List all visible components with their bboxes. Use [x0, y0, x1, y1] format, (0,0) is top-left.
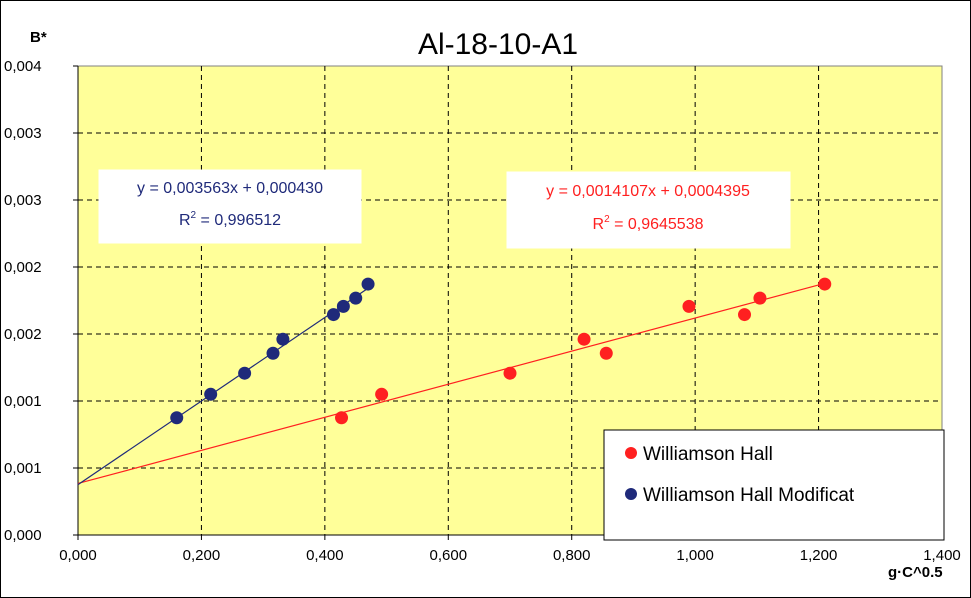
- data-point-series-0: [600, 347, 613, 360]
- r-squared-value: = 0,9645538: [610, 216, 704, 233]
- x-tick-label: 1,400: [923, 547, 961, 564]
- y-tick-label: 0,002: [4, 326, 42, 343]
- data-point-series-1: [267, 347, 280, 360]
- data-point-series-1: [362, 278, 375, 291]
- data-point-series-0: [375, 388, 388, 401]
- legend-marker-williamson-hall-modificat: [625, 488, 637, 500]
- equation-box-modificat: y = 0,003563x + 0,000430 R2 = 0,996512: [99, 170, 361, 243]
- data-point-series-0: [578, 333, 591, 346]
- y-tick-label: 0,001: [4, 460, 42, 477]
- x-tick-label: 0,000: [59, 547, 97, 564]
- r-squared-symbol: R: [593, 216, 605, 233]
- data-point-series-0: [738, 308, 751, 321]
- y-tick-label: 0,000: [4, 527, 42, 544]
- y-axis-label: B*: [30, 29, 47, 46]
- r-squared-text: R2 = 0,9645538: [593, 214, 704, 233]
- data-point-series-1: [238, 367, 251, 380]
- x-tick-label: 0,400: [306, 547, 344, 564]
- x-tick-label: 0,600: [430, 547, 468, 564]
- data-point-series-1: [337, 300, 350, 313]
- x-tick-label: 0,200: [183, 547, 221, 564]
- y-tick-label: 0,002: [4, 259, 42, 276]
- legend-marker-williamson-hall: [625, 447, 637, 459]
- data-point-series-0: [818, 278, 831, 291]
- r-squared-symbol: R: [179, 212, 191, 229]
- equation-box-williamson: y = 0,0014107x + 0,0004395 R2 = 0,964553…: [507, 172, 790, 248]
- chart-title: Al-18-10-A1: [418, 28, 578, 61]
- x-tick-label: 1,200: [800, 547, 838, 564]
- y-tick-label: 0,003: [4, 125, 42, 142]
- x-axis-label: g·C^0.5: [888, 564, 943, 581]
- data-point-series-1: [204, 388, 217, 401]
- data-point-series-0: [335, 411, 348, 424]
- data-point-series-1: [170, 411, 183, 424]
- y-tick-label: 0,004: [4, 58, 42, 75]
- y-tick-label: 0,001: [4, 393, 42, 410]
- data-point-series-1: [276, 333, 289, 346]
- data-point-series-1: [349, 292, 362, 305]
- data-point-series-0: [753, 292, 766, 305]
- equation-text: y = 0,003563x + 0,000430: [137, 180, 323, 197]
- legend-label-williamson-hall-modificat: Williamson Hall Modificat: [643, 485, 855, 506]
- y-tick-label: 0,003: [4, 192, 42, 209]
- legend: Williamson Hall Williamson Hall Modifica…: [604, 430, 944, 540]
- x-tick-label: 1,000: [676, 547, 714, 564]
- x-tick-label: 0,800: [553, 547, 591, 564]
- r-squared-value: = 0,996512: [196, 212, 281, 229]
- legend-label-williamson-hall: Williamson Hall: [643, 444, 773, 465]
- data-point-series-0: [682, 300, 695, 313]
- equation-text: y = 0,0014107x + 0,0004395: [546, 183, 750, 200]
- data-point-series-0: [504, 367, 517, 380]
